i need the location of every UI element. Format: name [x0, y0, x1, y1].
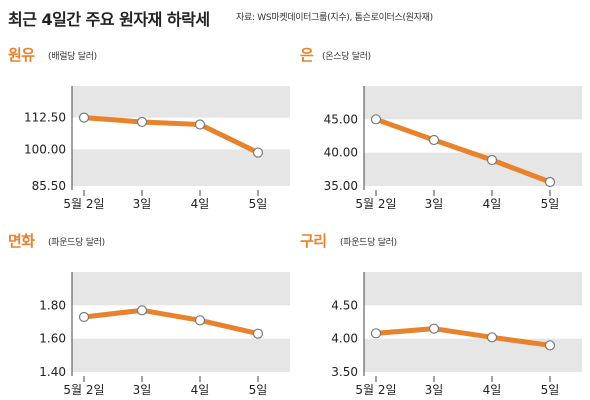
- y-tick-label: 4.50: [331, 298, 358, 312]
- chart-title: 면화: [8, 232, 35, 250]
- x-tick-label: 3일: [425, 197, 444, 211]
- x-tick-label: 5월 2일: [63, 197, 104, 211]
- series-line: [81, 307, 261, 337]
- x-tick-label: 4일: [191, 197, 210, 211]
- y-tick-label: 4.00: [331, 332, 358, 346]
- x-tick-label: 3일: [133, 197, 152, 211]
- grid-band: [72, 86, 290, 118]
- data-point: [544, 176, 556, 188]
- chart-title: 은: [300, 46, 314, 64]
- x-tick-label: 4일: [483, 197, 502, 211]
- data-point: [486, 154, 498, 166]
- chart-cotton: 1.80 1.60 1.40 5월 2일 3일 4일 5일: [39, 272, 290, 397]
- data-point: [252, 147, 264, 158]
- data-point: [370, 328, 382, 339]
- series-line: [373, 116, 553, 185]
- y-tick-label: 1.60: [39, 332, 66, 346]
- grid-band: [364, 86, 582, 120]
- data-point: [194, 119, 206, 130]
- data-point: [486, 332, 498, 343]
- grid-band: [364, 272, 582, 306]
- chart-panel-silver: 은 (온스당 달러) 45.00 40.00 35.00 5월 2일 3일 4일 5일: [300, 44, 586, 212]
- x-tick-label: 5월 2일: [355, 383, 396, 397]
- data-point: [78, 112, 90, 123]
- chart-panel-oil: 원유 (배럴당 달러) 112.50 100.00 85.50 5월 2일 3일 4일 5일: [8, 44, 294, 212]
- grid-band: [72, 338, 290, 372]
- y-tick-label: 85.50: [32, 179, 66, 193]
- data-point: [428, 134, 440, 146]
- data-point: [544, 340, 556, 351]
- grid-band: [72, 149, 290, 186]
- x-tick-label: 4일: [483, 383, 502, 397]
- y-tick-label: 112.50: [24, 111, 66, 125]
- y-tick-label: 100.00: [24, 142, 66, 156]
- data-point: [194, 315, 206, 326]
- x-tick-label: 5일: [541, 197, 560, 211]
- chart-title: 구리: [300, 232, 327, 250]
- y-tick-label: 35.00: [324, 179, 358, 193]
- data-point: [136, 116, 148, 128]
- grid-band: [72, 272, 290, 306]
- chart-panel-copper: 구리 (파운드당 달러) 4.50 4.00 3.50 5월 2일 3일 4일 5일: [300, 230, 586, 398]
- page-title: 최근 4일간 주요 원자재 하락세: [8, 10, 210, 29]
- y-tick-label: 45.00: [324, 112, 358, 126]
- x-tick-label: 5일: [249, 197, 268, 211]
- data-point: [252, 328, 264, 339]
- x-tick-label: 5일: [249, 383, 268, 397]
- y-tick-label: 40.00: [324, 146, 358, 160]
- series-line: [373, 326, 553, 348]
- x-tick-label: 5월 2일: [63, 383, 104, 397]
- x-tick-label: 5월 2일: [355, 197, 396, 211]
- y-tick-label: 1.80: [39, 298, 66, 312]
- x-tick-label: 5일: [541, 383, 560, 397]
- chart-unit: (온스당 달러): [322, 52, 371, 62]
- x-tick-label: 3일: [133, 383, 152, 397]
- chart-panel-cotton: 면화 (파운드당 달러) 1.80 1.60 1.40 5월 2일 3일 4일 5일: [8, 230, 294, 398]
- chart-unit: (배럴당 달러): [48, 52, 97, 62]
- x-tick-label: 3일: [425, 383, 444, 397]
- chart-unit: (파운드당 달러): [48, 238, 105, 248]
- chart-oil: 112.50 100.00 85.50 5월 2일 3일 4일 5일: [24, 86, 290, 211]
- data-point: [78, 311, 90, 323]
- chart-title: 원유: [8, 46, 35, 64]
- data-point: [136, 305, 148, 316]
- data-point: [370, 114, 382, 125]
- y-tick-label: 3.50: [331, 365, 358, 379]
- source-note: 자료: WS마켓데이터그룹(지수), 톰슨로이터스(원자재): [236, 13, 433, 23]
- data-point: [428, 323, 440, 334]
- chart-silver: 45.00 40.00 35.00 5월 2일 3일 4일 5일: [324, 86, 582, 211]
- series-line: [81, 115, 261, 156]
- chart-unit: (파운드당 달러): [340, 238, 397, 248]
- chart-copper: 4.50 4.00 3.50 5월 2일 3일 4일 5일: [331, 272, 582, 397]
- x-tick-label: 4일: [191, 383, 210, 397]
- y-tick-label: 1.40: [39, 365, 66, 379]
